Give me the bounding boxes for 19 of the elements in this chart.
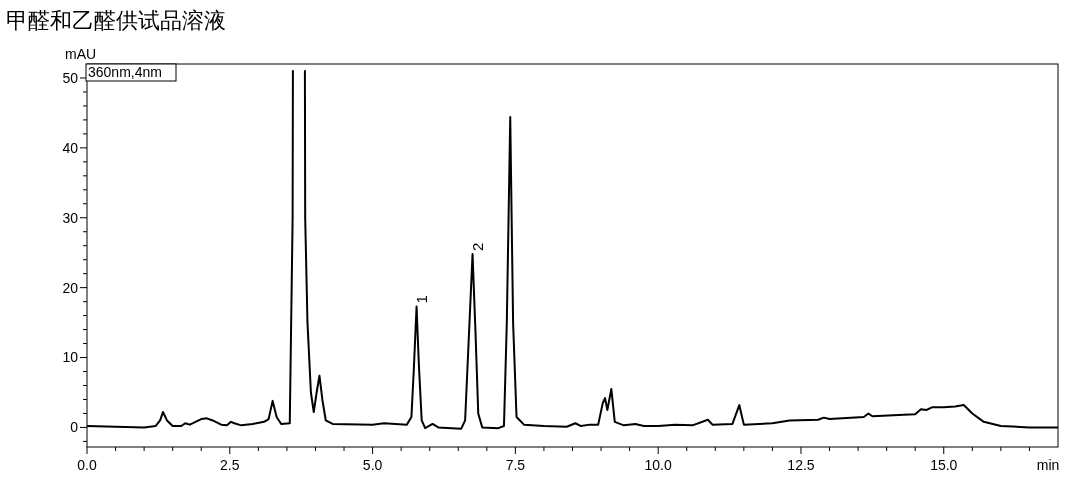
- y-tick-label: 40: [62, 139, 79, 156]
- y-tick-label: 50: [62, 69, 79, 86]
- x-tick-label: 10.0: [644, 457, 673, 473]
- y-tick-label: 30: [62, 209, 79, 226]
- x-tick-label: 7.5: [505, 457, 526, 473]
- y-tick-label: 0: [70, 419, 79, 436]
- annotation: 1: [412, 295, 430, 304]
- annotation: 2: [468, 242, 486, 252]
- x-tick-label: 15.0: [930, 457, 958, 473]
- x-tick-label: 2.5: [220, 457, 240, 473]
- x-tick-label: 0.0: [77, 457, 97, 473]
- x-tick-label: 12.5: [787, 457, 815, 473]
- x-axis-title: min: [1036, 457, 1060, 473]
- y-tick-label: 10: [62, 349, 79, 366]
- y-tick-label: 20: [62, 279, 79, 296]
- chart-title: 甲醛和乙醛供试品溶液: [6, 8, 226, 33]
- annotation: 360nm,4nm: [88, 64, 162, 80]
- x-tick-label: 5.0: [362, 457, 383, 473]
- y-axis-title: mAU: [65, 46, 97, 62]
